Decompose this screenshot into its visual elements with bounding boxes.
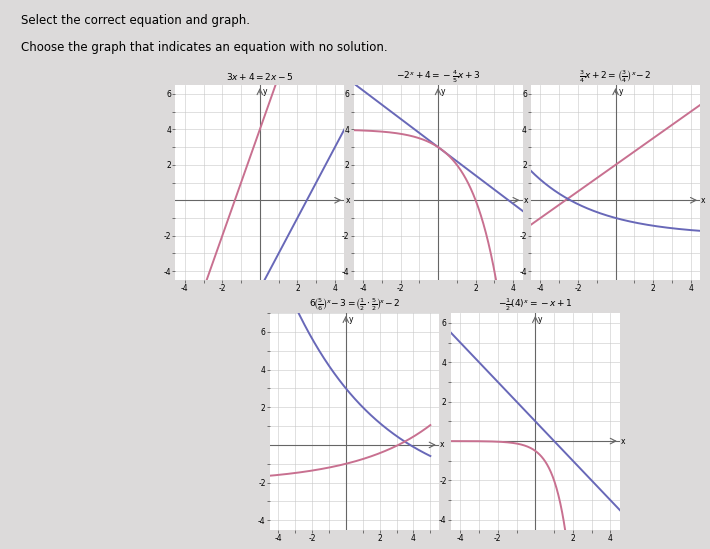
Text: y: y bbox=[538, 315, 542, 324]
Text: y: y bbox=[441, 87, 445, 96]
Text: x: x bbox=[439, 440, 444, 450]
Text: y: y bbox=[263, 87, 267, 96]
Title: $6\!\left(\frac{5}{6}\right)^{\!x}\!-3=\!\left(\frac{1}{2}\cdot\frac{5}{2}\right: $6\!\left(\frac{5}{6}\right)^{\!x}\!-3=\… bbox=[309, 296, 400, 313]
Text: y: y bbox=[349, 315, 353, 324]
Text: x: x bbox=[523, 196, 528, 205]
Title: $\frac{3}{4}x+2=\left(\frac{3}{4}\right)^x\!-2$: $\frac{3}{4}x+2=\left(\frac{3}{4}\right)… bbox=[579, 69, 652, 85]
Title: $3x+4=2x-5$: $3x+4=2x-5$ bbox=[226, 70, 294, 82]
Text: x: x bbox=[621, 436, 626, 446]
Text: x: x bbox=[345, 196, 350, 205]
Text: Choose the graph that indicates an equation with no solution.: Choose the graph that indicates an equat… bbox=[21, 41, 388, 54]
Text: Select the correct equation and graph.: Select the correct equation and graph. bbox=[21, 14, 251, 27]
Text: x: x bbox=[701, 196, 706, 205]
Title: $-\frac{1}{2}(4)^x=-x+1$: $-\frac{1}{2}(4)^x=-x+1$ bbox=[498, 296, 573, 313]
Title: $-2^x+4=-\frac{4}{5}x+3$: $-2^x+4=-\frac{4}{5}x+3$ bbox=[395, 69, 481, 85]
Text: y: y bbox=[618, 87, 623, 96]
